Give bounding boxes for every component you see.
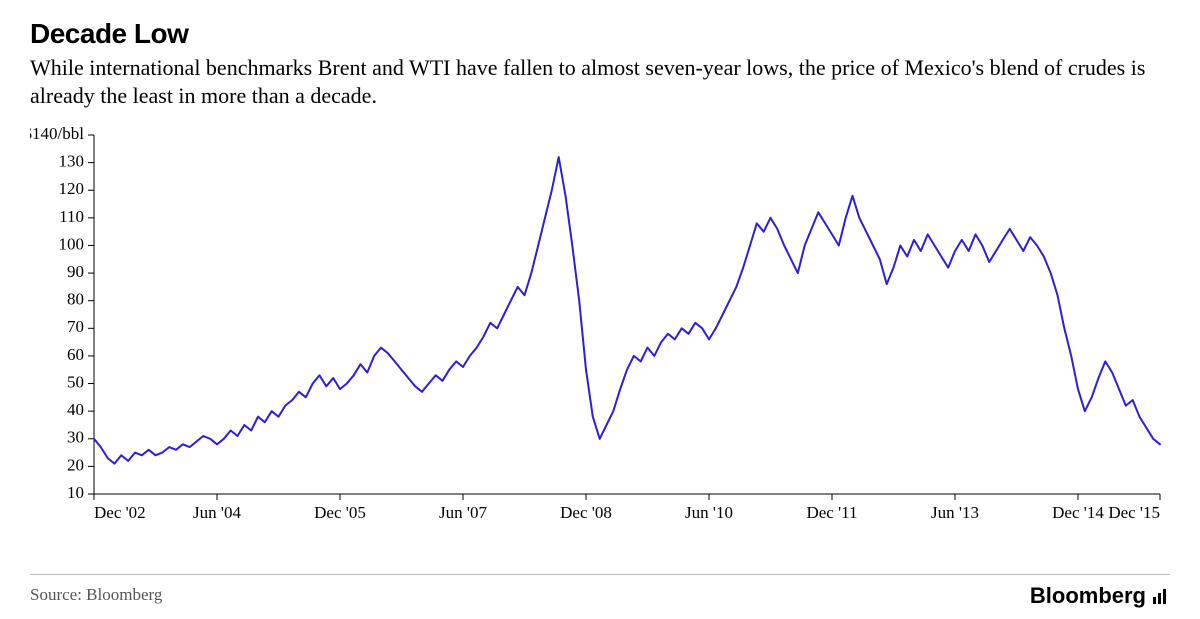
svg-text:Dec '08: Dec '08 (560, 503, 612, 522)
svg-text:Jun '04: Jun '04 (193, 503, 241, 522)
chart-container: Decade Low While international benchmark… (0, 0, 1200, 619)
svg-text:Dec '14: Dec '14 (1052, 503, 1104, 522)
svg-text:Dec '11: Dec '11 (806, 503, 857, 522)
brand-text: Bloomberg (1030, 583, 1146, 609)
svg-text:130: 130 (59, 152, 85, 171)
svg-text:30: 30 (67, 428, 84, 447)
svg-text:40: 40 (67, 400, 84, 419)
svg-text:Jun '10: Jun '10 (685, 503, 733, 522)
source-label: Source: Bloomberg (30, 585, 162, 605)
svg-text:60: 60 (67, 345, 84, 364)
chart-area: 10 20 30 40 50 60 70 80 90 100 110 120 130 $140/bbl De… (30, 119, 1170, 534)
svg-text:Dec '02: Dec '02 (94, 503, 146, 522)
svg-text:Jun '07: Jun '07 (439, 503, 487, 522)
svg-text:80: 80 (67, 290, 84, 309)
svg-text:100: 100 (59, 234, 85, 253)
bloomberg-icon (1152, 587, 1170, 605)
brand-label: Bloomberg (1030, 583, 1170, 609)
svg-text:110: 110 (59, 207, 84, 226)
svg-text:20: 20 (67, 455, 84, 474)
svg-text:90: 90 (67, 262, 84, 281)
svg-text:$140/bbl: $140/bbl (30, 124, 84, 143)
svg-text:120: 120 (59, 179, 85, 198)
svg-text:50: 50 (67, 372, 84, 391)
chart-title: Decade Low (30, 18, 1170, 50)
svg-text:70: 70 (67, 317, 84, 336)
svg-text:Dec '05: Dec '05 (314, 503, 366, 522)
svg-text:Jun '13: Jun '13 (931, 503, 979, 522)
svg-text:Dec '15: Dec '15 (1108, 503, 1160, 522)
chart-subtitle: While international benchmarks Brent and… (30, 54, 1170, 109)
svg-text:10: 10 (67, 483, 84, 502)
footer-divider (30, 574, 1170, 575)
line-chart-svg: 10 20 30 40 50 60 70 80 90 100 110 120 130 $140/bbl De… (30, 119, 1170, 534)
